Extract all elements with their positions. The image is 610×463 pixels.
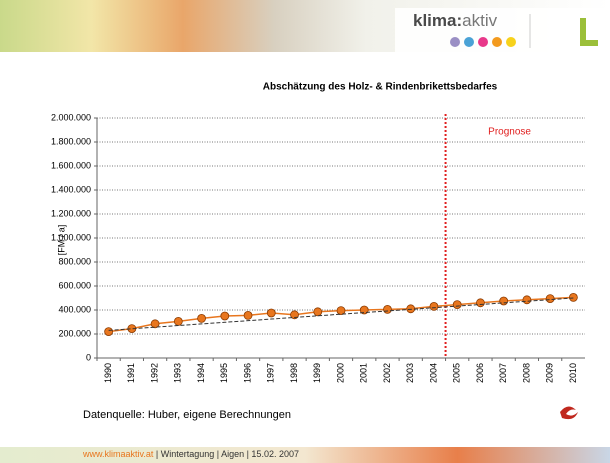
marker — [429, 301, 439, 311]
x-tick-label: 2004 — [428, 363, 438, 383]
y-tick-label: 800.000 — [58, 256, 91, 266]
x-tick-label: 2007 — [498, 363, 508, 383]
marker — [499, 296, 509, 306]
y-tick-label: 1.400.000 — [51, 184, 91, 194]
logo: klima:aktiv — [413, 11, 498, 30]
y-tick-label: 1.600.000 — [51, 160, 91, 170]
marker — [313, 307, 323, 317]
y-tick-label: 400.000 — [58, 304, 91, 314]
x-tick-label: 2005 — [452, 363, 462, 383]
marker — [104, 327, 114, 337]
x-tick-label: 2000 — [335, 363, 345, 383]
x-tick-label: 1999 — [312, 363, 322, 383]
x-tick-label: 1991 — [126, 363, 136, 383]
x-tick-label: 2001 — [359, 363, 369, 383]
marker — [243, 310, 253, 320]
annotation: Prognose — [488, 127, 531, 138]
x-tick-label: 2003 — [405, 363, 415, 383]
marker — [476, 298, 485, 308]
source: Datenquelle: Huber, eigene Berechnungen — [83, 409, 291, 421]
y-tick-label: 1.000.000 — [51, 232, 91, 242]
x-tick-label: 1990 — [103, 363, 113, 383]
x-tick-label: 1995 — [219, 363, 229, 383]
marker — [197, 313, 206, 323]
footer-bar — [0, 447, 610, 463]
y-tick-label: 1.200.000 — [51, 208, 91, 218]
marker — [568, 292, 578, 302]
marker — [266, 308, 276, 318]
marker — [452, 300, 462, 310]
x-tick-label: 2002 — [382, 363, 392, 383]
x-tick-label: 2008 — [521, 363, 531, 383]
x-tick-label: 2010 — [568, 363, 578, 383]
marker — [150, 319, 160, 329]
marker — [220, 311, 230, 321]
y-tick-label: 200.000 — [58, 328, 91, 338]
agency-logo — [560, 406, 578, 420]
x-tick-label: 1997 — [266, 363, 276, 383]
x-tick-label: 1992 — [149, 363, 159, 383]
marker — [545, 294, 555, 304]
footer: www.klimaaktiv.at | Wintertagung | Aigen… — [82, 449, 299, 459]
ministry-logo — [580, 18, 598, 46]
x-tick-label: 1998 — [289, 363, 299, 383]
y-tick-label: 0 — [86, 352, 91, 362]
x-tick-label: 2009 — [545, 363, 555, 383]
marker — [336, 306, 346, 316]
x-tick-label: 1993 — [173, 363, 183, 383]
marker — [173, 316, 183, 326]
marker — [406, 304, 416, 314]
y-axis-label: [FM / a] — [56, 225, 66, 256]
chart-title: Abschätzung des Holz- & Rindenbrikettsbe… — [263, 82, 498, 93]
x-tick-label: 1996 — [242, 363, 252, 383]
y-tick-label: 1.800.000 — [51, 136, 91, 146]
y-tick-label: 600.000 — [58, 280, 91, 290]
marker — [383, 304, 392, 314]
logo-dots — [450, 37, 516, 47]
marker — [522, 295, 532, 305]
x-tick-label: 2006 — [475, 363, 485, 383]
x-tick-label: 1994 — [196, 363, 206, 383]
y-tick-label: 2.000.000 — [51, 112, 91, 122]
